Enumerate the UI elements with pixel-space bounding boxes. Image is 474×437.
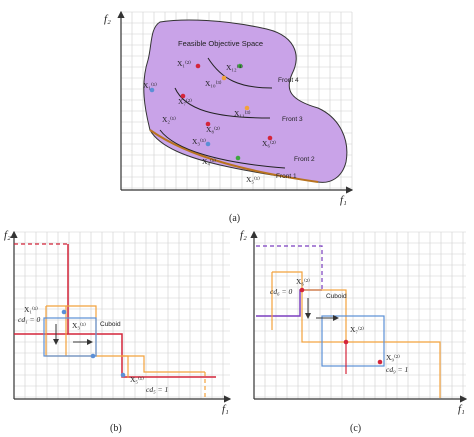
label-x11-3: X₁₁⁽³⁾: [234, 109, 251, 118]
label-b-top: X₁⁽¹⁾: [24, 305, 38, 314]
purple-dashed: [256, 245, 323, 290]
red-front-line: [67, 244, 216, 378]
point-x4-1: [235, 155, 241, 161]
front-4-label: Front 4: [278, 77, 299, 84]
label-x1-2: X₁⁽²⁾: [177, 59, 191, 68]
label-x4-1: X₄⁽¹⁾: [202, 157, 216, 166]
panel-a-y-label: f₂: [104, 13, 111, 25]
point-b-top: [61, 309, 67, 315]
label-c-top: X₆⁽²⁾: [296, 277, 310, 286]
blue-box: [43, 317, 97, 357]
panel-a-x-label: f₁: [340, 194, 347, 206]
point-x3-1: [205, 141, 211, 147]
front-4-curve: [207, 57, 273, 89]
orange-right: [122, 355, 205, 373]
point-x6-2: [267, 135, 273, 141]
label-x8-2: X₈⁽²⁾: [206, 125, 220, 134]
panel-a: f₂ f₁ Feasible Objective Space Front 4 F…: [104, 10, 354, 224]
point-c-top: [299, 287, 305, 293]
panel-b-y-label: f₂: [4, 229, 11, 241]
label-b-mid: X₃⁽¹⁾: [72, 321, 86, 330]
front-2-curve: [159, 129, 286, 169]
panel-b-x-label: f₁: [222, 403, 229, 415]
point-c-mid: [343, 339, 349, 345]
label-x3-1: X₃⁽¹⁾: [192, 137, 206, 146]
panel-c-y-label: f₂: [240, 229, 247, 241]
cd-b-top: cd₁ = 0: [18, 315, 40, 324]
point-x1-1: [149, 87, 155, 93]
point-x8-2: [205, 121, 211, 127]
front-3-curve: [174, 87, 271, 119]
caption-b: (b): [110, 423, 122, 434]
point-b-bottom: [120, 372, 126, 378]
cuboid-label-b: Cuboid: [100, 321, 121, 328]
point-x1-2: [195, 63, 201, 69]
front-3-label: Front 3: [282, 116, 303, 123]
panel-c-grid: [253, 231, 466, 399]
cuboid-label-c: Cuboid: [326, 293, 347, 300]
label-x12-4: X₁₂⁽⁴⁾: [226, 63, 243, 72]
label-x10-3: X₁₀⁽³⁾: [205, 79, 222, 88]
region-label: Feasible Objective Space: [178, 39, 263, 48]
orange-c-top: [272, 271, 303, 290]
panel-b: f₂ f₁ X₁⁽¹⁾ cd₁ = 0 X₃⁽¹⁾ Cuboid X₅⁽¹⁾ c…: [4, 229, 232, 434]
point-b-mid: [90, 353, 96, 359]
point-c-bottom: [377, 359, 383, 365]
point-x10-3: [221, 75, 227, 81]
label-c-bottom: X₉⁽²⁾: [386, 353, 400, 362]
front-1-label: Front 1: [276, 173, 297, 180]
cd-c-bottom: cd₉ = 1: [386, 365, 408, 374]
front-2-label: Front 2: [294, 156, 315, 163]
orange-c-right: [346, 341, 441, 398]
point-x12-4: [237, 63, 243, 69]
panel-b-grid: [13, 231, 230, 399]
point-x11-3: [244, 105, 250, 111]
label-x7-2: X₇⁽²⁾: [178, 97, 192, 106]
cd-c-top: cd₆ = 0: [270, 287, 292, 296]
point-x7-2: [180, 93, 186, 99]
label-x6-2: X₆⁽²⁾: [262, 139, 276, 148]
label-x1-1: X₁⁽¹⁾: [143, 81, 157, 90]
caption-a: (a): [229, 213, 240, 224]
panel-c-x-label: f₁: [458, 403, 465, 415]
panel-c: f₂ f₁ X₆⁽²⁾ cd₆ = 0 Cuboid X₇⁽²⁾ X₉⁽²⁾ c…: [240, 229, 468, 434]
label-x5-1: X₅⁽¹⁾: [246, 175, 260, 184]
blue-box-c: [321, 315, 385, 367]
front-1-boundary: [149, 129, 319, 183]
label-b-bottom: X₅⁽¹⁾: [130, 375, 144, 384]
feasible-region: [143, 19, 348, 183]
label-c-mid: X₇⁽²⁾: [350, 325, 364, 334]
caption-c: (c): [350, 423, 361, 434]
label-x2-1: X₂⁽¹⁾: [162, 115, 176, 124]
cd-b-bottom: cd₅ = 1: [146, 385, 168, 394]
